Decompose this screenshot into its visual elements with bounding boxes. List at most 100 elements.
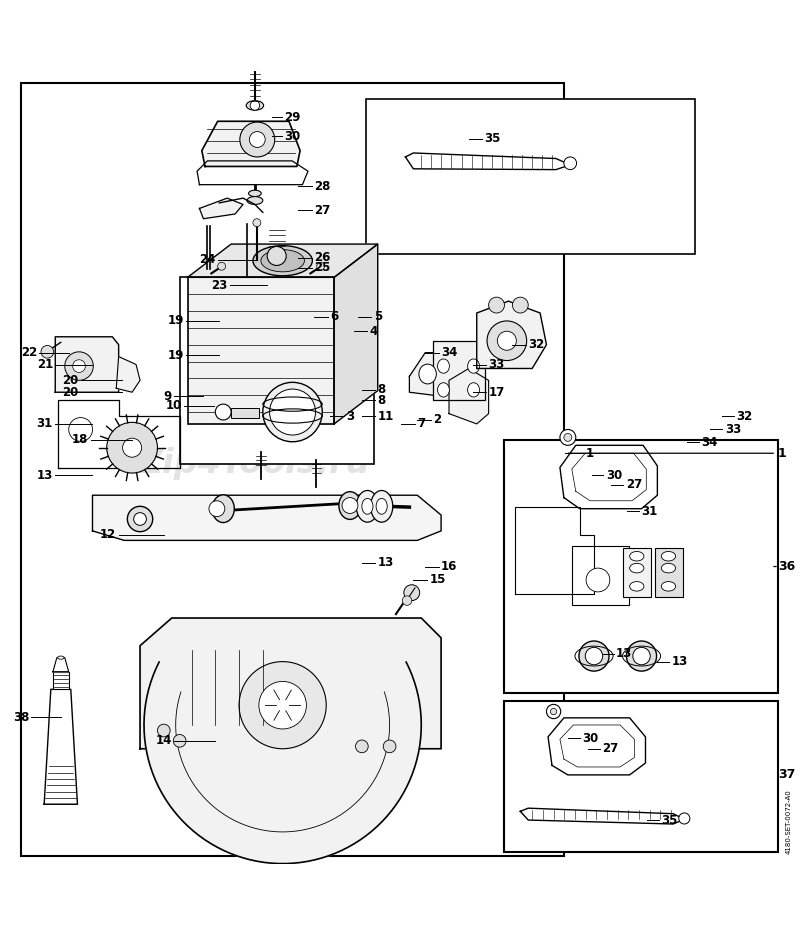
Circle shape bbox=[342, 497, 358, 513]
Polygon shape bbox=[560, 445, 658, 509]
Text: 4: 4 bbox=[370, 324, 378, 338]
Circle shape bbox=[215, 404, 231, 420]
Circle shape bbox=[253, 219, 261, 226]
Text: 37: 37 bbox=[778, 769, 795, 782]
Text: 14: 14 bbox=[155, 734, 172, 747]
Circle shape bbox=[487, 321, 526, 361]
Text: 31: 31 bbox=[37, 417, 53, 430]
Ellipse shape bbox=[630, 564, 644, 573]
Ellipse shape bbox=[212, 495, 234, 523]
Text: 1: 1 bbox=[586, 447, 594, 460]
Polygon shape bbox=[548, 718, 646, 775]
Text: 20: 20 bbox=[62, 374, 78, 387]
Polygon shape bbox=[202, 122, 300, 166]
Circle shape bbox=[355, 740, 368, 753]
Text: 20: 20 bbox=[62, 386, 78, 398]
Text: Zip4Tools.ru: Zip4Tools.ru bbox=[139, 447, 370, 480]
Text: 35: 35 bbox=[485, 132, 501, 145]
Bar bbox=[21, 83, 564, 856]
Circle shape bbox=[239, 662, 326, 749]
Text: 36: 36 bbox=[778, 560, 795, 573]
Ellipse shape bbox=[246, 101, 264, 110]
Ellipse shape bbox=[362, 498, 373, 514]
Text: 29: 29 bbox=[284, 111, 301, 123]
Ellipse shape bbox=[468, 382, 479, 397]
Text: 24: 24 bbox=[199, 253, 215, 266]
Text: 27: 27 bbox=[626, 479, 642, 492]
Ellipse shape bbox=[370, 491, 393, 522]
Circle shape bbox=[248, 56, 262, 70]
Circle shape bbox=[174, 735, 186, 747]
Ellipse shape bbox=[468, 359, 479, 373]
Ellipse shape bbox=[58, 656, 64, 659]
Text: 34: 34 bbox=[441, 346, 458, 359]
Circle shape bbox=[122, 439, 142, 457]
Ellipse shape bbox=[127, 507, 153, 532]
Text: 15: 15 bbox=[430, 573, 446, 586]
Circle shape bbox=[489, 297, 505, 313]
Text: 13: 13 bbox=[37, 469, 53, 482]
Text: 10: 10 bbox=[166, 399, 182, 412]
Circle shape bbox=[240, 122, 274, 157]
Circle shape bbox=[218, 263, 226, 270]
Circle shape bbox=[678, 813, 690, 824]
Polygon shape bbox=[334, 244, 378, 424]
Circle shape bbox=[73, 360, 86, 372]
Polygon shape bbox=[477, 301, 546, 368]
Text: 27: 27 bbox=[314, 204, 330, 217]
Text: 30: 30 bbox=[582, 732, 598, 745]
Bar bbox=[366, 99, 694, 253]
Ellipse shape bbox=[579, 641, 609, 671]
Bar bbox=[655, 548, 682, 597]
Polygon shape bbox=[514, 507, 594, 595]
Circle shape bbox=[209, 501, 225, 517]
Text: 2: 2 bbox=[433, 413, 442, 426]
Text: 5: 5 bbox=[374, 310, 382, 324]
Bar bbox=[53, 672, 69, 689]
Circle shape bbox=[512, 297, 528, 313]
Polygon shape bbox=[116, 356, 140, 393]
Ellipse shape bbox=[261, 250, 305, 272]
Polygon shape bbox=[449, 368, 489, 424]
Ellipse shape bbox=[662, 582, 675, 591]
Text: 13: 13 bbox=[616, 647, 633, 660]
Ellipse shape bbox=[633, 647, 650, 665]
Text: 34: 34 bbox=[701, 436, 718, 449]
Circle shape bbox=[41, 346, 54, 358]
Polygon shape bbox=[93, 496, 441, 540]
Text: 6: 6 bbox=[330, 310, 338, 324]
Ellipse shape bbox=[662, 564, 675, 573]
Ellipse shape bbox=[249, 190, 262, 196]
Ellipse shape bbox=[419, 364, 436, 384]
Text: 25: 25 bbox=[314, 262, 330, 274]
Text: 35: 35 bbox=[662, 813, 678, 827]
Ellipse shape bbox=[263, 382, 322, 441]
Circle shape bbox=[550, 709, 557, 714]
Circle shape bbox=[402, 596, 412, 605]
Polygon shape bbox=[58, 400, 180, 468]
Text: 38: 38 bbox=[13, 711, 29, 724]
Ellipse shape bbox=[356, 491, 378, 522]
Text: 23: 23 bbox=[211, 279, 227, 292]
Bar bbox=[623, 548, 651, 597]
Text: 19: 19 bbox=[167, 349, 184, 362]
Text: 26: 26 bbox=[314, 252, 330, 264]
Circle shape bbox=[564, 434, 572, 441]
Circle shape bbox=[158, 725, 170, 737]
Polygon shape bbox=[53, 657, 69, 672]
Circle shape bbox=[259, 682, 306, 729]
Circle shape bbox=[546, 704, 561, 719]
Polygon shape bbox=[55, 337, 118, 393]
Text: 28: 28 bbox=[314, 180, 330, 193]
Text: 16: 16 bbox=[441, 560, 458, 573]
Polygon shape bbox=[187, 244, 378, 278]
Circle shape bbox=[106, 423, 158, 473]
Ellipse shape bbox=[630, 552, 644, 561]
Polygon shape bbox=[572, 453, 646, 501]
Polygon shape bbox=[560, 725, 634, 767]
Ellipse shape bbox=[339, 492, 361, 519]
Text: 19: 19 bbox=[167, 314, 184, 327]
Polygon shape bbox=[406, 153, 570, 169]
Circle shape bbox=[564, 157, 577, 169]
Text: 4180-SET-0072-A0: 4180-SET-0072-A0 bbox=[786, 789, 792, 854]
